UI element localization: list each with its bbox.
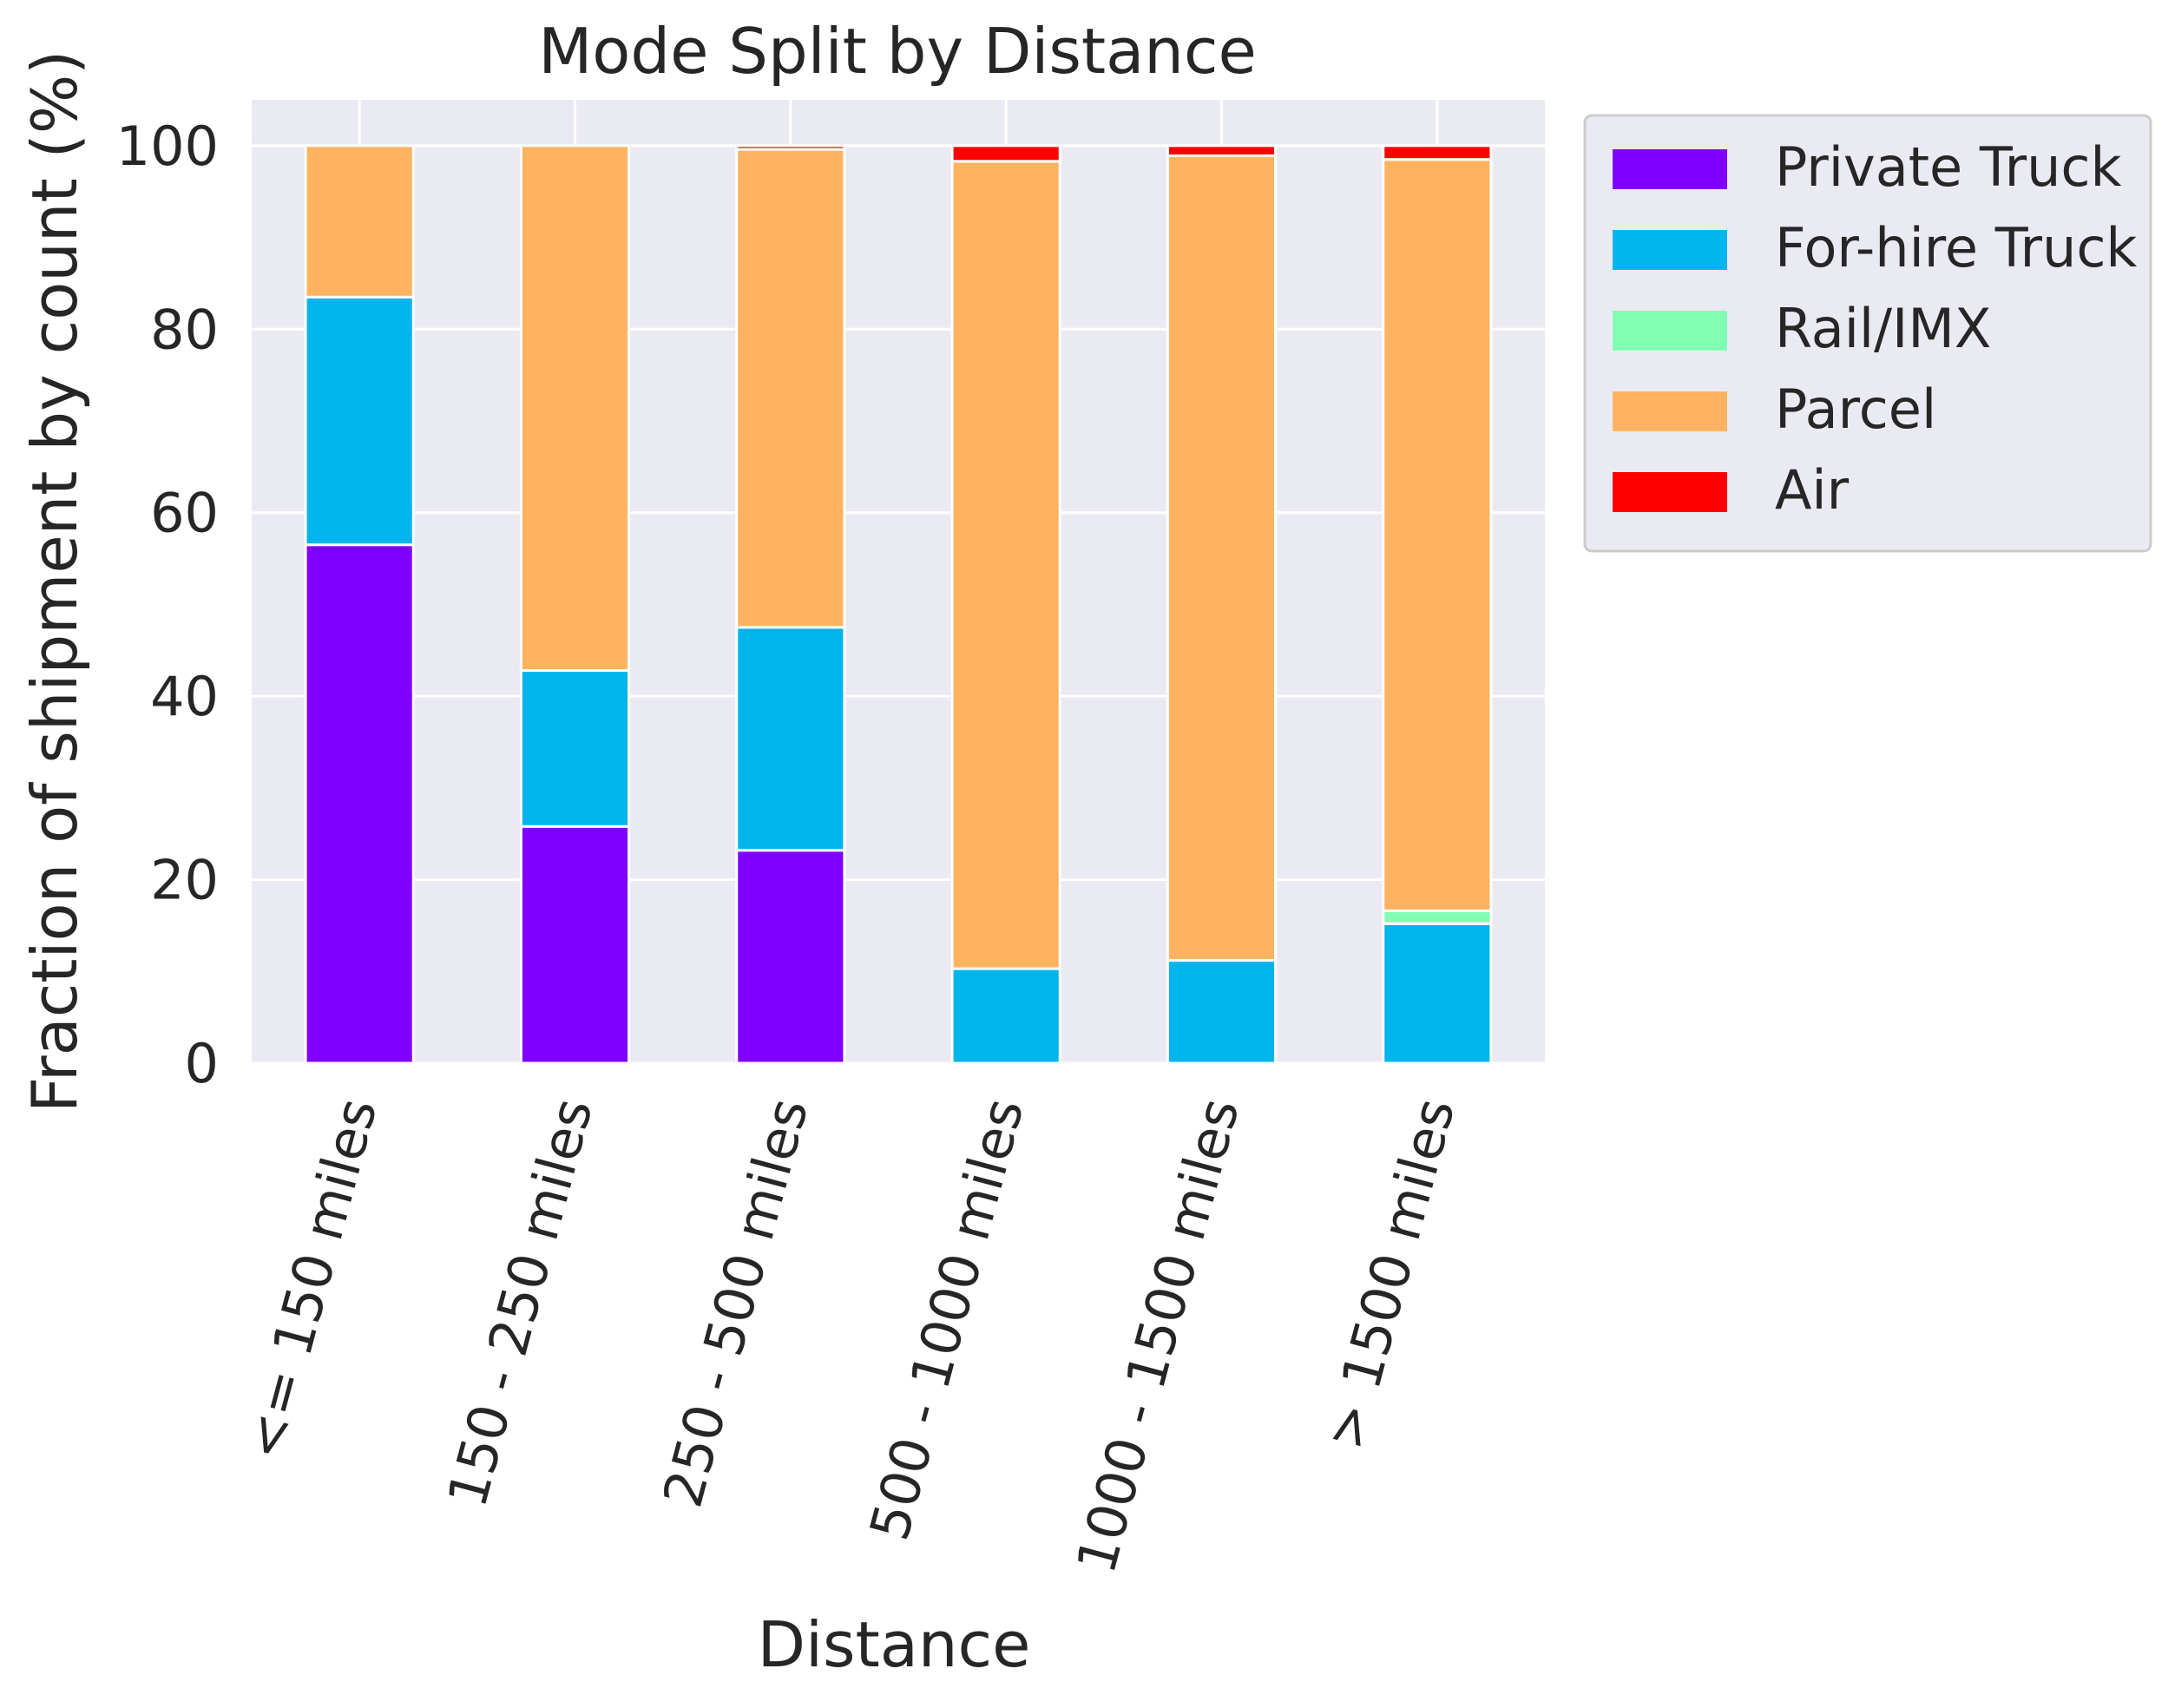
bar-segment [1166,154,1278,962]
legend: Private Truck For-hire Truck Rail/IMX Parce… [1583,114,2152,553]
y-tick-label: 20 [150,849,219,912]
legend-label: Rail/IMX [1775,297,1991,360]
y-tick-label: 80 [150,298,219,361]
y-tick-label: 0 [185,1032,219,1095]
bar-segment [950,160,1061,970]
y-tick-label: 60 [150,482,219,545]
legend-label: Parcel [1775,378,1936,441]
bar-segment [735,849,846,1065]
x-tick-label: 500 - 1000 miles [858,1092,1036,1547]
bar-segment [1382,144,1493,161]
plot-background [252,100,1545,1063]
x-axis-label: Distance [758,1608,1031,1681]
bar-segment [519,824,631,1065]
legend-frame [1583,114,2152,553]
bar-segment [1382,158,1493,913]
bar-segment [519,669,631,828]
y-tick-label: 100 [116,115,219,178]
bar-segment [950,967,1061,1065]
y-ticks: 0 20 40 60 80 100 [116,115,219,1095]
bar-segment [304,295,415,547]
y-axis-label: Fraction of shipment by count (%) [18,50,91,1113]
bar-segment [304,543,415,1065]
y-tick-label: 40 [150,665,219,728]
bars [304,144,1493,1065]
x-tick-label: 250 - 500 miles [651,1092,821,1514]
legend-swatch [1613,391,1727,431]
legend-swatch [1613,149,1727,189]
x-tick-label: 150 - 250 miles [435,1092,605,1514]
legend-label: For-hire Truck [1775,216,2137,279]
bar-segment [735,626,846,852]
bar-segment [1166,144,1278,157]
bar-segment [950,144,1061,163]
x-tick-label: > 1500 miles [1313,1092,1468,1455]
legend-swatch [1613,311,1727,351]
legend-label: Private Truck [1775,135,2121,199]
legend-label: Air [1775,458,1850,522]
bar-segment [1166,959,1278,1065]
bar-segment [735,144,846,151]
x-tick-label: <= 150 miles [233,1092,390,1466]
bar-segment [735,148,846,629]
bar-segment [519,144,631,673]
bar-segment [1382,910,1493,925]
x-ticks: <= 150 miles 150 - 250 miles 250 - 500 mil… [233,1092,1468,1580]
legend-swatch [1613,230,1727,270]
bar-segment [1382,922,1493,1065]
chart-title: Mode Split by Distance [538,15,1257,88]
x-tick-label: 1000 - 1500 miles [1064,1092,1252,1580]
bar-segment [304,144,415,299]
legend-swatch [1613,472,1727,512]
